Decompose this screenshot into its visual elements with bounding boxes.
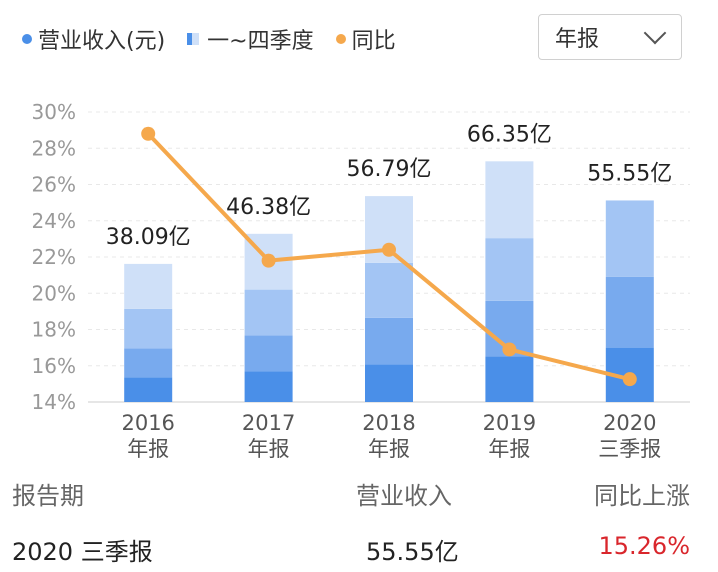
yoy-point (141, 126, 156, 141)
yoy-point (382, 242, 396, 257)
y-tick-label: 14% (32, 390, 76, 414)
bar-value-label: 38.09亿 (106, 225, 191, 250)
quarters-legend-swatch-icon (187, 33, 200, 45)
bar-segment (124, 348, 173, 378)
revenue-chart: 14%16%18%20%22%24%26%28%30%38.09亿2016年报4… (32, 100, 690, 461)
legend-label-yoy: 同比 (351, 29, 396, 54)
summary-row-yoy: 15.26% (598, 532, 690, 560)
summary-header: 报告期 营业收入 同比上涨 (0, 476, 718, 516)
yoy-point (261, 253, 276, 268)
bar-segment (485, 238, 534, 301)
yoy-point (502, 342, 517, 357)
bar-value-label: 46.38亿 (226, 195, 311, 220)
legend-item-yoy[interactable]: 同比 (335, 23, 396, 55)
chart-legend: 营业收入(元) 一~四季度 同比 (22, 22, 418, 56)
period-selector-value: 年报 (555, 27, 600, 52)
bar-segment (605, 276, 654, 348)
legend-item-quarters[interactable]: 一~四季度 (187, 23, 314, 55)
bar-segment (365, 262, 413, 318)
y-tick-label: 28% (32, 136, 76, 160)
bar-segment (365, 317, 413, 365)
x-category-label: 三季报 (598, 437, 661, 461)
summary-header-revenue: 营业收入 (356, 482, 452, 510)
bar-segment (124, 377, 173, 402)
x-category-label: 2020 (603, 411, 656, 435)
bar-segment (124, 308, 173, 349)
bar-value-label: 66.35亿 (467, 122, 552, 147)
y-tick-label: 24% (32, 209, 76, 233)
revenue-legend-dot-icon (22, 34, 32, 44)
yoy-legend-dot-icon (335, 34, 346, 44)
y-tick-label: 20% (32, 281, 76, 305)
bar-segment (485, 356, 534, 402)
x-category-label: 2017 (242, 411, 295, 435)
yoy-point (622, 372, 637, 387)
bar-value-label: 55.55亿 (587, 161, 672, 186)
y-tick-label: 22% (32, 245, 76, 269)
summary-row-period: 2020 三季报 (12, 538, 153, 566)
x-category-label: 2016 (121, 411, 174, 435)
y-tick-label: 30% (32, 100, 76, 124)
bar-segment (365, 364, 413, 402)
bar-segment (244, 289, 293, 336)
x-category-label: 年报 (368, 437, 410, 461)
bar-segment (605, 200, 654, 277)
summary-row-revenue: 55.55亿 (366, 538, 459, 566)
summary-row[interactable]: 2020 三季报 55.55亿 15.26% (0, 532, 718, 572)
x-category-label: 年报 (488, 437, 530, 461)
bar-segment (124, 263, 173, 309)
summary-header-yoy: 同比上涨 (594, 482, 690, 510)
legend-item-revenue[interactable]: 营业收入(元) (22, 23, 165, 55)
y-tick-label: 18% (32, 318, 76, 342)
legend-label-quarters: 一~四季度 (207, 29, 314, 54)
x-category-label: 2018 (362, 411, 415, 435)
bar-segment (244, 371, 293, 402)
x-category-label: 年报 (248, 437, 290, 461)
bar-value-label: 56.79亿 (347, 157, 432, 182)
legend-label-revenue: 营业收入(元) (38, 29, 166, 54)
y-tick-label: 26% (32, 173, 76, 197)
bar-segment (244, 335, 293, 372)
x-category-label: 年报 (127, 437, 169, 461)
period-selector[interactable]: 年报 (538, 14, 682, 60)
summary-header-period: 报告期 (12, 482, 84, 510)
bar-segment (485, 161, 534, 239)
x-category-label: 2019 (483, 411, 536, 435)
y-tick-label: 16% (32, 354, 76, 378)
